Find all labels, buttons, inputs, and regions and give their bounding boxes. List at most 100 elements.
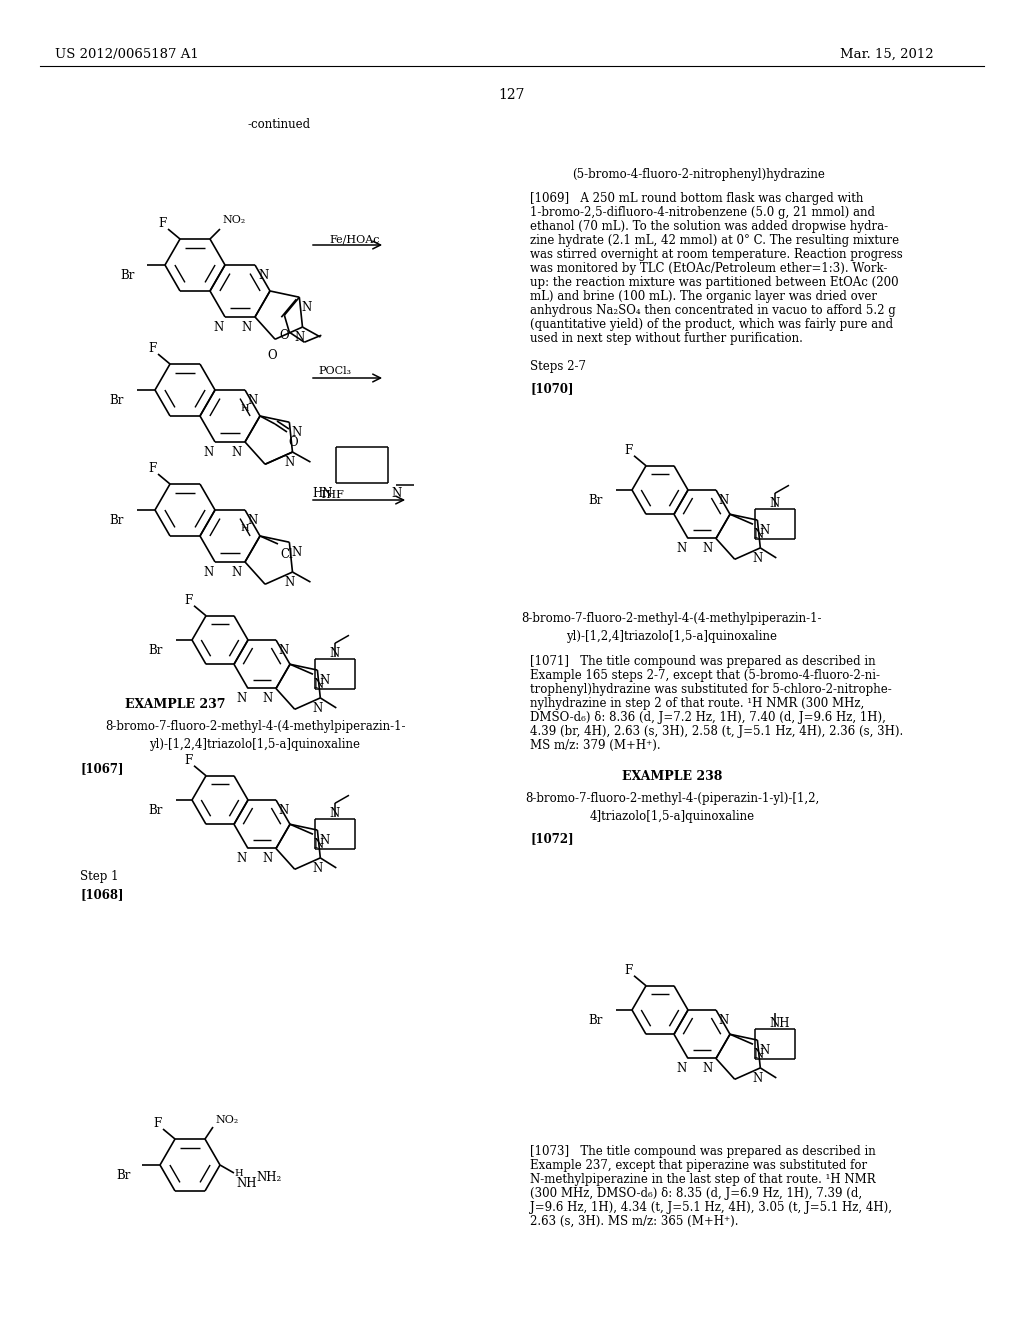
Text: Fe/HOAc: Fe/HOAc [329, 235, 380, 246]
Text: H: H [234, 1170, 243, 1177]
Text: N: N [292, 546, 302, 560]
Text: N: N [285, 455, 295, 469]
Text: [1071]   The title compound was prepared as described in: [1071] The title compound was prepared a… [530, 655, 876, 668]
Text: N: N [278, 644, 288, 657]
Text: Br: Br [109, 513, 123, 527]
Text: N: N [203, 446, 213, 459]
Text: trophenyl)hydrazine was substituted for 5-chloro-2-nitrophe-: trophenyl)hydrazine was substituted for … [530, 682, 892, 696]
Text: Br: Br [109, 393, 123, 407]
Text: 4.39 (br, 4H), 2.63 (s, 3H), 2.58 (t, J=5.1 Hz, 4H), 2.36 (s, 3H).: 4.39 (br, 4H), 2.63 (s, 3H), 2.58 (t, J=… [530, 725, 903, 738]
Text: Example 165 steps 2-7, except that (5-bromo-4-fluoro-2-ni-: Example 165 steps 2-7, except that (5-br… [530, 669, 880, 682]
Text: NH₂: NH₂ [256, 1171, 282, 1184]
Text: was stirred overnight at room temperature. Reaction progress: was stirred overnight at room temperatur… [530, 248, 903, 261]
Text: N: N [319, 675, 330, 688]
Text: F: F [184, 754, 193, 767]
Text: MS m/z: 379 (M+H⁺).: MS m/z: 379 (M+H⁺). [530, 739, 660, 752]
Text: N: N [753, 552, 763, 565]
Text: [1069]   A 250 mL round bottom flask was charged with: [1069] A 250 mL round bottom flask was c… [530, 191, 863, 205]
Text: O: O [280, 329, 289, 342]
Text: N: N [702, 1063, 713, 1076]
Text: 8-bromo-7-fluoro-2-methyl-4-(4-methylpiperazin-1-: 8-bromo-7-fluoro-2-methyl-4-(4-methylpip… [104, 719, 406, 733]
Text: [1072]: [1072] [530, 832, 573, 845]
Text: yl)-[1,2,4]triazolo[1,5-a]quinoxaline: yl)-[1,2,4]triazolo[1,5-a]quinoxaline [150, 738, 360, 751]
Text: F: F [184, 594, 193, 607]
Text: Br: Br [148, 644, 163, 657]
Text: Example 237, except that piperazine was substituted for: Example 237, except that piperazine was … [530, 1159, 867, 1172]
Text: N: N [753, 1048, 763, 1061]
Text: N: N [301, 301, 311, 314]
Text: O: O [288, 436, 298, 449]
Text: up: the reaction mixture was partitioned between EtOAc (200: up: the reaction mixture was partitioned… [530, 276, 899, 289]
Text: O: O [267, 350, 276, 362]
Text: N: N [231, 446, 242, 459]
Text: N: N [295, 331, 305, 345]
Text: NH: NH [236, 1177, 256, 1191]
Text: N: N [769, 498, 779, 511]
Text: [1068]: [1068] [80, 888, 124, 902]
Text: US 2012/0065187 A1: US 2012/0065187 A1 [55, 48, 199, 61]
Text: [1073]   The title compound was prepared as described in: [1073] The title compound was prepared a… [530, 1144, 876, 1158]
Text: N: N [702, 543, 713, 556]
Text: F: F [624, 964, 632, 977]
Text: (5-bromo-4-fluoro-2-nitrophenyl)hydrazine: (5-bromo-4-fluoro-2-nitrophenyl)hydrazin… [572, 168, 825, 181]
Text: N: N [262, 693, 272, 705]
Text: N: N [285, 576, 295, 589]
Text: N: N [203, 566, 213, 579]
Text: nylhydrazine in step 2 of that route. ¹H NMR (300 MHz,: nylhydrazine in step 2 of that route. ¹H… [530, 697, 864, 710]
Text: EXAMPLE 238: EXAMPLE 238 [622, 770, 722, 783]
Text: 8-bromo-7-fluoro-2-methyl-4-(piperazin-1-yl)-[1,2,: 8-bromo-7-fluoro-2-methyl-4-(piperazin-1… [525, 792, 819, 805]
Text: Cl: Cl [280, 548, 293, 561]
Text: was monitored by TLC (EtOAc/Petroleum ether=1:3). Work-: was monitored by TLC (EtOAc/Petroleum et… [530, 261, 888, 275]
Text: N: N [753, 528, 763, 541]
Text: N: N [213, 321, 223, 334]
Text: yl)-[1,2,4]triazolo[1,5-a]quinoxaline: yl)-[1,2,4]triazolo[1,5-a]quinoxaline [566, 630, 777, 643]
Text: N: N [676, 543, 686, 556]
Text: N: N [313, 838, 324, 851]
Text: [1067]: [1067] [80, 762, 124, 775]
Text: zine hydrate (2.1 mL, 42 mmol) at 0° C. The resulting mixture: zine hydrate (2.1 mL, 42 mmol) at 0° C. … [530, 234, 899, 247]
Text: 2.63 (s, 3H). MS m/z: 365 (M+H⁺).: 2.63 (s, 3H). MS m/z: 365 (M+H⁺). [530, 1214, 738, 1228]
Text: N: N [319, 834, 330, 847]
Text: Br: Br [120, 269, 134, 282]
Text: Step 1: Step 1 [80, 870, 119, 883]
Text: NO₂: NO₂ [215, 1115, 239, 1125]
Text: N-methylpiperazine in the last step of that route. ¹H NMR: N-methylpiperazine in the last step of t… [530, 1173, 876, 1185]
Text: N: N [313, 678, 324, 692]
Text: Br: Br [116, 1170, 130, 1181]
Text: (quantitative yield) of the product, which was fairly pure and: (quantitative yield) of the product, whi… [530, 318, 893, 331]
Text: N: N [258, 269, 268, 282]
Text: 4]triazolo[1,5-a]quinoxaline: 4]triazolo[1,5-a]quinoxaline [590, 810, 755, 822]
Text: N: N [247, 393, 257, 407]
Text: anhydrous Na₂SO₄ then concentrated in vacuo to afford 5.2 g: anhydrous Na₂SO₄ then concentrated in va… [530, 304, 896, 317]
Text: 1-bromo-2,5-difluoro-4-nitrobenzene (5.0 g, 21 mmol) and: 1-bromo-2,5-difluoro-4-nitrobenzene (5.0… [530, 206, 874, 219]
Text: H: H [240, 524, 249, 533]
Text: F: F [158, 216, 166, 230]
Text: Br: Br [148, 804, 163, 817]
Text: HN: HN [312, 487, 333, 500]
Text: N: N [676, 1063, 686, 1076]
Text: J=9.6 Hz, 1H), 4.34 (t, J=5.1 Hz, 4H), 3.05 (t, J=5.1 Hz, 4H),: J=9.6 Hz, 1H), 4.34 (t, J=5.1 Hz, 4H), 3… [530, 1201, 892, 1214]
Text: N: N [292, 426, 302, 440]
Text: N: N [760, 1044, 770, 1057]
Text: Steps 2-7: Steps 2-7 [530, 360, 586, 374]
Text: N: N [391, 487, 401, 500]
Text: NH: NH [769, 1018, 790, 1030]
Text: N: N [329, 808, 339, 820]
Text: Br: Br [588, 1014, 602, 1027]
Text: [1070]: [1070] [530, 381, 573, 395]
Text: EXAMPLE 237: EXAMPLE 237 [125, 698, 225, 711]
Text: N: N [278, 804, 288, 817]
Text: mL) and brine (100 mL). The organic layer was dried over: mL) and brine (100 mL). The organic laye… [530, 290, 877, 304]
Text: N: N [312, 702, 323, 715]
Text: N: N [236, 853, 246, 866]
Text: F: F [153, 1117, 161, 1130]
Text: N: N [241, 321, 251, 334]
Text: N: N [231, 566, 242, 579]
Text: H: H [240, 404, 249, 413]
Text: POCl₃: POCl₃ [318, 366, 351, 376]
Text: 127: 127 [499, 88, 525, 102]
Text: N: N [247, 513, 257, 527]
Text: F: F [148, 462, 157, 475]
Text: F: F [148, 342, 157, 355]
Text: N: N [236, 693, 246, 705]
